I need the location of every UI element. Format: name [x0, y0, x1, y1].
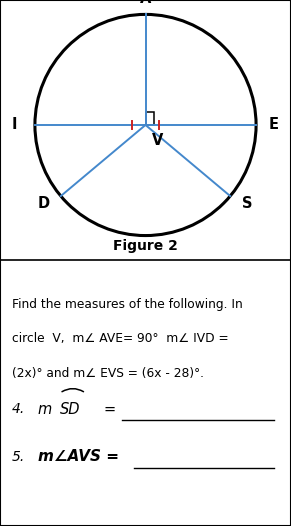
Text: =: = [103, 402, 116, 417]
Text: m∠AVS =: m∠AVS = [38, 449, 119, 464]
Bar [146, 112, 154, 125]
Text: m: m [38, 402, 52, 417]
Text: 4.: 4. [12, 402, 25, 416]
Text: I: I [12, 117, 17, 133]
Text: E: E [269, 117, 278, 133]
Text: Figure 2: Figure 2 [113, 239, 178, 253]
Text: 5.: 5. [12, 450, 25, 464]
Text: A: A [140, 0, 151, 6]
Text: S: S [242, 196, 253, 211]
Text: SD: SD [60, 402, 80, 417]
Text: (2x)° and m∠ EVS = (6x - 28)°.: (2x)° and m∠ EVS = (6x - 28)°. [12, 367, 204, 380]
Text: V: V [151, 133, 163, 148]
Text: circle  V,  m∠ AVE= 90°  m∠ IVD =: circle V, m∠ AVE= 90° m∠ IVD = [12, 332, 228, 345]
Text: Find the measures of the following. In: Find the measures of the following. In [12, 298, 242, 310]
Text: D: D [37, 196, 49, 211]
